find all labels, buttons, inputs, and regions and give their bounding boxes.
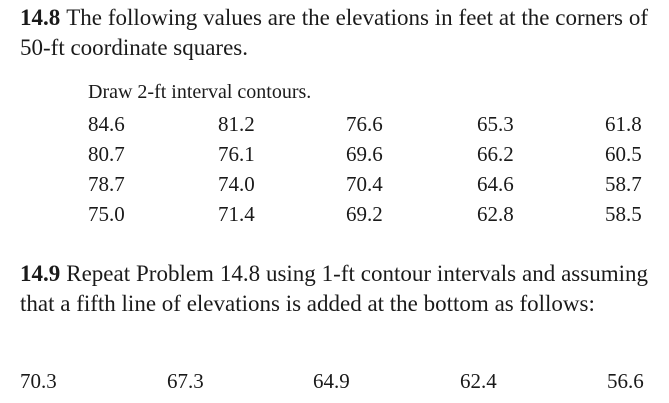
elevation-value: 62.4	[460, 369, 497, 393]
elevation-value: 69.2	[346, 202, 383, 226]
elevation-value: 58.5	[605, 202, 642, 226]
problem-14-8: 14.8 The following values are the elevati…	[20, 3, 648, 63]
elevation-value: 66.2	[477, 142, 514, 166]
problem-number: 14.8	[20, 5, 61, 30]
problem-number: 14.9	[20, 261, 61, 286]
elevation-value: 70.3	[20, 369, 57, 393]
elevation-value: 64.9	[313, 369, 350, 393]
elevation-value: 70.4	[346, 172, 383, 196]
elevation-value: 60.5	[605, 142, 642, 166]
elevation-table: 84.6 81.2 76.6 65.3 61.8 80.7 76.1 69.6 …	[0, 111, 669, 231]
elevation-value: 69.6	[346, 142, 383, 166]
problem-text: Repeat Problem 14.8 using 1-ft contour i…	[20, 261, 648, 316]
problem-instruction: Draw 2-ft interval contours.	[88, 81, 312, 103]
elevation-value: 80.7	[88, 142, 125, 166]
elevation-value: 56.6	[607, 369, 644, 393]
elevation-value: 81.2	[218, 112, 255, 136]
elevation-value: 76.1	[218, 142, 255, 166]
elevation-row: 80.7 76.1 69.6 66.2 60.5	[0, 141, 669, 171]
elevation-value: 76.6	[346, 112, 383, 136]
elevation-value: 78.7	[88, 172, 125, 196]
elevation-value: 74.0	[218, 172, 255, 196]
elevation-row: 70.3 67.3 64.9 62.4 56.6	[0, 368, 669, 398]
elevation-row: 78.7 74.0 70.4 64.6 58.7	[0, 171, 669, 201]
elevation-value: 75.0	[88, 202, 125, 226]
elevation-row: 75.0 71.4 69.2 62.8 58.5	[0, 201, 669, 231]
problem-14-9: 14.9 Repeat Problem 14.8 using 1-ft conto…	[20, 259, 648, 319]
elevation-value: 67.3	[167, 369, 204, 393]
elevation-value: 64.6	[477, 172, 514, 196]
elevation-value: 71.4	[218, 202, 255, 226]
elevation-value: 61.8	[605, 112, 642, 136]
problem-text: The following values are the elevations …	[20, 5, 648, 60]
elevation-value: 84.6	[88, 112, 125, 136]
elevation-value: 65.3	[477, 112, 514, 136]
elevation-row: 84.6 81.2 76.6 65.3 61.8	[0, 111, 669, 141]
added-elevation-row: 70.3 67.3 64.9 62.4 56.6	[0, 368, 669, 398]
elevation-value: 58.7	[605, 172, 642, 196]
elevation-value: 62.8	[477, 202, 514, 226]
